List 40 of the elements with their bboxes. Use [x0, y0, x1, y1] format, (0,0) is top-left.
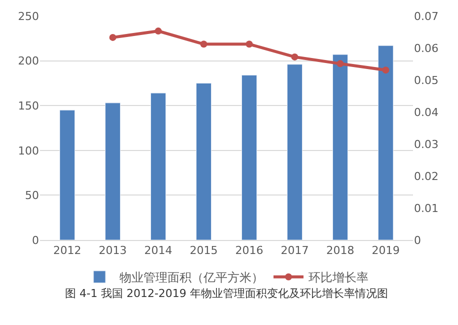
bar [105, 102, 121, 240]
y2-tick-label: 0.04 [414, 106, 438, 119]
bar [378, 45, 394, 240]
x-tick-label: 2014 [144, 244, 172, 258]
legend-label: 物业管理面积（亿平方米） [120, 270, 264, 285]
point [382, 66, 390, 74]
y2-tick-label: 0.07 [414, 10, 438, 23]
y-tick-label: 200 [18, 54, 39, 68]
y-tick-label: 250 [18, 10, 39, 23]
bar [150, 92, 166, 240]
bar [60, 110, 76, 240]
bar [286, 64, 302, 240]
legend-label: 环比增长率 [308, 270, 368, 285]
bar [332, 54, 348, 240]
y2-tick-label: 0.01 [414, 202, 438, 215]
x-tick-label: 2016 [235, 244, 264, 258]
y-tick-label: 50 [25, 189, 39, 202]
x-tick-label: 2019 [372, 244, 400, 258]
x-tick-label: 2015 [190, 244, 218, 258]
point [200, 40, 208, 48]
y-tick-label: 150 [18, 99, 39, 112]
y2-tick-label: 0.05 [414, 74, 438, 87]
caption: 图 4-1 我国 2012-2019 年物业管理面积变化及环比增长率情况图 [65, 287, 388, 300]
point [336, 60, 344, 68]
y2-tick-label: 0 [414, 234, 421, 247]
point [246, 40, 253, 48]
bar [196, 82, 212, 240]
y-tick-label: 0 [32, 234, 39, 247]
x-tick-label: 2017 [280, 244, 309, 258]
point [154, 28, 162, 35]
y-tick-label: 100 [18, 144, 39, 158]
x-tick-label: 2018 [326, 244, 354, 258]
x-tick-label: 2013 [98, 244, 127, 258]
y2-tick-label: 0.02 [414, 170, 438, 183]
x-tick-label: 2012 [53, 244, 82, 258]
bar [241, 74, 257, 240]
point [291, 53, 298, 60]
y2-tick-label: 0.03 [414, 138, 438, 151]
y2-tick-label: 0.06 [414, 42, 438, 55]
point [109, 34, 116, 41]
